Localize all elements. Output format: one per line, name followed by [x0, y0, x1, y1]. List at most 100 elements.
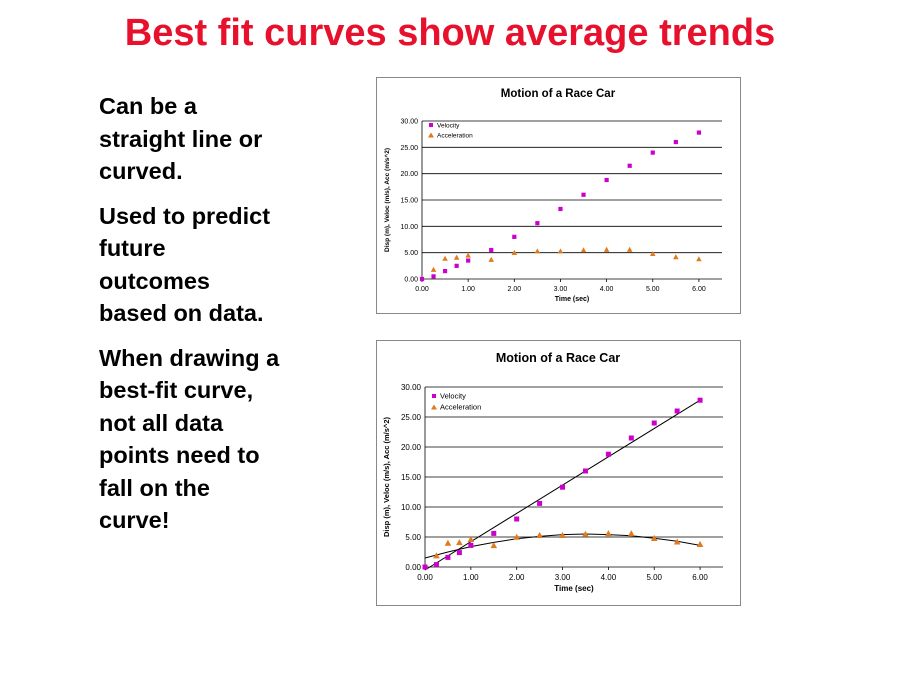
chart-legend: Velocity Acceleration	[428, 123, 473, 140]
acceleration-point	[453, 254, 460, 260]
x-tick-label: 2.00	[509, 573, 525, 582]
velocity-point	[422, 564, 428, 570]
velocity-point	[454, 263, 459, 268]
acceleration-point	[603, 246, 610, 252]
x-tick-label: 6.00	[692, 573, 708, 582]
acceleration-point	[511, 249, 518, 255]
x-tick-label: 1.00	[461, 286, 475, 293]
acceleration-point	[696, 540, 704, 547]
y-axis-label: Disp (m), Veloc (m/s), Acc (m/s^2)	[383, 148, 391, 252]
velocity-point	[419, 276, 425, 282]
acceleration-point	[626, 246, 633, 252]
acceleration-point	[580, 247, 587, 253]
velocity-point	[582, 468, 588, 474]
slide-title: Best fit curves show average trends	[124, 12, 776, 54]
x-tick-label: 4.00	[601, 573, 617, 582]
velocity-point	[466, 258, 471, 263]
y-tick-label: 0.00	[405, 563, 421, 572]
velocity-point	[468, 542, 474, 548]
velocity-point	[605, 451, 611, 457]
velocity-point	[442, 269, 448, 274]
velocity-point	[696, 130, 702, 135]
bullet-3: When drawing a best-fit curve, not all d…	[99, 344, 280, 534]
y-tick-label: 15.00	[401, 473, 422, 482]
acceleration-point	[559, 531, 566, 538]
velocity-point	[514, 516, 520, 522]
acceleration-point	[536, 531, 543, 538]
acceleration-point	[430, 266, 437, 272]
acceleration-point	[442, 255, 448, 261]
y-tick-label: 30.00	[400, 118, 418, 125]
velocity-point	[491, 530, 497, 536]
y-tick-label: 30.00	[401, 383, 422, 392]
x-tick-label: 2.00	[507, 286, 521, 293]
velocity-point	[651, 420, 657, 426]
velocity-point	[673, 139, 678, 145]
legend-label: Acceleration	[440, 403, 481, 412]
velocity-point	[674, 408, 680, 414]
legend-acceleration-marker	[431, 404, 437, 410]
velocity-point	[537, 500, 543, 506]
acceleration-point	[557, 248, 564, 254]
acceleration-point	[673, 254, 679, 260]
bullet-1: Can be a straight line or curved.	[99, 93, 263, 184]
x-tick-label: 0.00	[415, 286, 429, 293]
velocity-point	[627, 163, 632, 168]
acceleration-point	[467, 536, 475, 543]
acceleration-point	[534, 248, 541, 254]
x-tick-label: 6.00	[692, 286, 706, 293]
velocity-point	[628, 435, 634, 441]
y-tick-label: 25.00	[400, 145, 418, 152]
velocity-point	[650, 150, 655, 155]
x-tick-label: 5.00	[646, 573, 662, 582]
acceleration-point	[649, 250, 656, 257]
acceleration-point	[582, 530, 589, 537]
y-tick-label: 20.00	[401, 443, 422, 452]
acceleration-point	[696, 256, 702, 262]
velocity-point	[697, 397, 703, 403]
velocity-point	[604, 177, 609, 183]
velocity-point	[560, 484, 566, 490]
chart-best-fit: Motion of a Race Car 0.00 5.00 10.00 15.00 20…	[376, 340, 741, 606]
acceleration-point	[456, 539, 463, 546]
velocity-point	[431, 274, 436, 279]
acceleration-point	[465, 252, 471, 258]
chart-best-fit-svg: Motion of a Race Car 0.00 5.00 10.00 15.00 20…	[382, 351, 723, 593]
chart-legend: Velocity Acceleration	[431, 392, 481, 412]
x-axis-label: Time (sec)	[554, 584, 594, 593]
x-tick-label: 3.00	[554, 286, 568, 293]
legend-acceleration-marker	[428, 132, 434, 138]
velocity-point	[445, 554, 451, 560]
legend-label: Acceleration	[437, 133, 473, 140]
x-tick-label: 3.00	[555, 573, 571, 582]
y-tick-label: 25.00	[401, 413, 422, 422]
velocity-point	[558, 206, 563, 212]
acceleration-point	[605, 530, 612, 537]
y-tick-label: 20.00	[400, 171, 418, 178]
x-tick-label: 0.00	[417, 573, 433, 582]
velocity-point	[456, 550, 462, 556]
y-tick-label: 15.00	[400, 197, 418, 204]
x-axis-label: Time (sec)	[555, 296, 590, 303]
y-tick-label: 5.00	[405, 533, 421, 542]
legend-label: Velocity	[437, 123, 460, 130]
legend-label: Velocity	[440, 392, 466, 401]
x-tick-label: 5.00	[646, 286, 660, 293]
chart-title: Motion of a Race Car	[496, 351, 620, 365]
acceleration-point	[433, 552, 440, 559]
velocity-point	[581, 192, 586, 197]
chart-raw-data: Motion of a Race Car 0.00 5.00 10.00 15.00 20…	[376, 77, 741, 314]
velocity-point	[535, 221, 540, 226]
acceleration-point	[650, 534, 658, 541]
acceleration-point	[673, 538, 681, 545]
chart-title: Motion of a Race Car	[501, 88, 616, 100]
x-tick-label: 1.00	[463, 573, 479, 582]
velocity-point	[489, 247, 494, 253]
y-tick-label: 5.00	[404, 250, 418, 257]
y-tick-label: 10.00	[400, 224, 418, 231]
bullet-2: Used to predict future outcomes based on…	[99, 202, 271, 327]
x-tick-label: 4.00	[600, 286, 614, 293]
velocity-point	[433, 562, 439, 568]
legend-velocity-marker	[432, 394, 436, 398]
y-tick-label: 10.00	[401, 503, 422, 512]
